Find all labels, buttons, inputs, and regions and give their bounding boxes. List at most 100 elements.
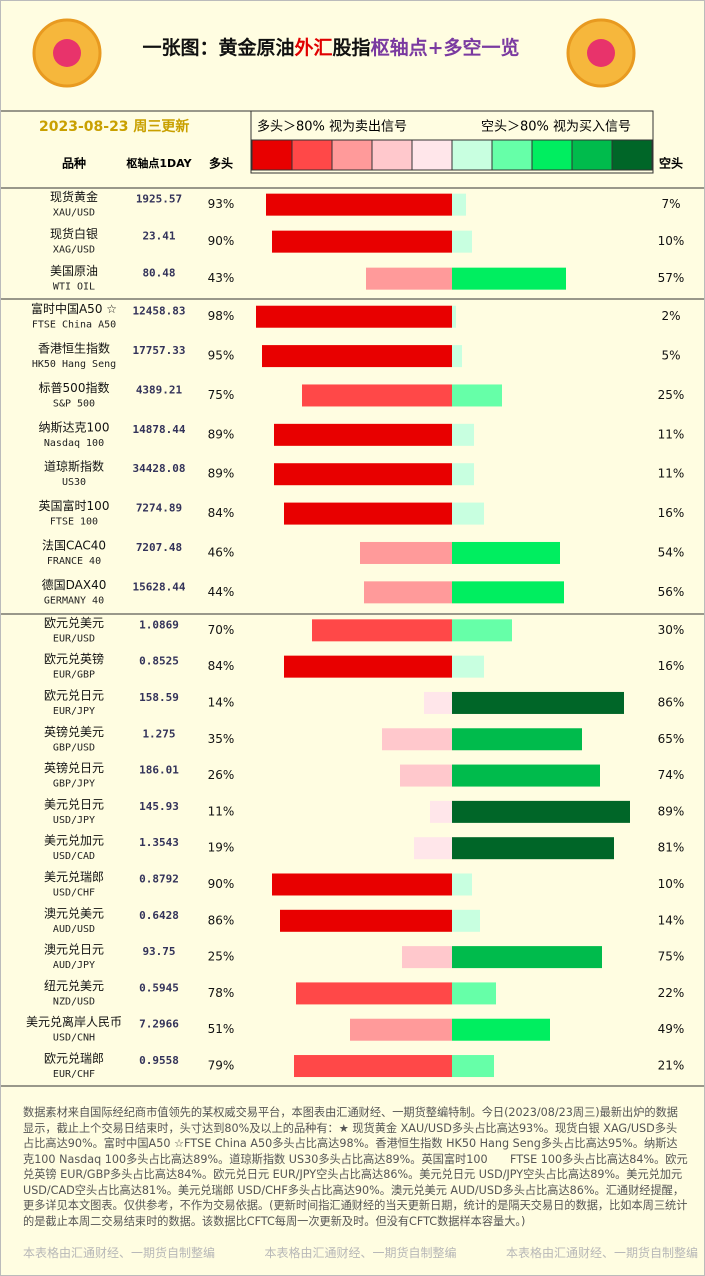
logo [53,39,81,67]
pivot: 23.41 [142,230,175,243]
name: 欧元兑英镑 [44,651,104,666]
name: 道琼斯指数 [44,459,104,474]
legend-swatch [251,139,293,171]
long-pct: 84% [208,659,235,673]
code: S&P 500 [53,398,95,409]
code: GERMANY 40 [44,595,104,606]
code: NZD/USD [53,996,95,1007]
long-bar [266,193,452,216]
long-bar [360,541,452,564]
pivot: 1.3543 [139,836,179,849]
short-pct: 86% [658,695,685,709]
code: USD/CNH [53,1033,95,1044]
long-bar [296,982,452,1005]
code: FRANCE 40 [47,556,101,567]
long-bar [272,873,452,896]
short-pct: 5% [661,349,680,363]
code: AUD/JPY [53,960,95,971]
name: 法国CAC40 [42,538,106,552]
name: 纳斯达克100 [39,420,110,434]
name: 富时中国A50 ☆ [31,301,117,316]
short-pct: 22% [658,986,685,1000]
pivot: 0.6428 [139,909,179,922]
credit: 本表格由汇通财经、一期货自制整编 [264,1246,457,1260]
code: EUR/JPY [53,706,95,717]
legend-swatch [611,139,653,171]
name: 英镑兑日元 [44,760,104,775]
long-pct: 14% [208,695,235,709]
long-bar [274,423,452,446]
short-bar [452,305,456,328]
footer-note: 数据素材来自国际经纪商市值领先的某权威交易平台，本图表由汇通财经、一期货整编特制… [23,1106,688,1228]
name: 德国DAX40 [42,577,107,592]
name: 香港恒生指数 [38,341,110,356]
name: 标普500指数 [39,380,110,395]
name: 欧元兑美元 [44,616,104,630]
code: WTI OIL [53,282,95,293]
short-bar [452,463,474,486]
credit: 本表格由汇通财经、一期货自制整编 [505,1246,698,1260]
short-pct: 11% [658,467,685,481]
logo [587,39,615,67]
code: FTSE China A50 [32,320,116,331]
code: EUR/GBP [53,670,95,681]
short-bar [452,267,566,290]
name: 英国富时100 [39,498,110,513]
code: US30 [62,477,86,488]
pivot: 17757.33 [133,344,186,357]
long-pct: 84% [208,506,235,520]
long-bar [302,384,452,407]
date: 2023-08-23 周三更新 [39,118,189,135]
short-pct: 7% [661,197,680,211]
long-pct: 46% [208,545,235,559]
short-bar [452,1055,494,1078]
short-bar [452,619,512,642]
long-pct: 35% [208,732,235,746]
legend-swatch [331,139,373,171]
name: 美元兑离岸人民币 [26,1014,122,1029]
legend-long: 多头＞80% 视为卖出信号 [257,119,407,135]
pivot: 158.59 [139,691,179,704]
long-pct: 93% [208,197,235,211]
short-bar [452,384,502,407]
col-short: 空头 [659,156,683,171]
name: 英镑兑美元 [44,724,104,739]
pivot: 7.2966 [139,1018,179,1031]
pivot: 0.5945 [139,981,179,994]
short-pct: 16% [658,659,685,673]
long-bar [256,305,452,328]
pivot: 0.8525 [139,655,179,668]
code: XAU/USD [53,208,95,219]
long-pct: 86% [208,913,235,927]
short-bar [452,982,496,1005]
long-bar [414,837,452,860]
long-pct: 44% [208,585,235,599]
pivot: 4389.21 [136,383,183,396]
short-bar [452,423,474,446]
short-pct: 10% [658,877,685,891]
long-bar [262,345,452,368]
code: EUR/USD [53,633,95,644]
short-bar [452,581,564,604]
long-bar [382,728,452,751]
short-bar [452,345,462,368]
short-pct: 54% [658,545,685,559]
pivot: 80.48 [142,267,175,280]
short-pct: 81% [658,841,685,855]
long-pct: 89% [208,467,235,481]
code: FTSE 100 [50,517,98,528]
long-pct: 78% [208,986,235,1000]
long-pct: 25% [208,950,235,964]
long-bar [284,502,452,525]
long-pct: 51% [208,1022,235,1036]
long-pct: 75% [208,388,235,402]
pivot: 7274.89 [136,502,182,515]
short-bar [452,230,472,253]
short-bar [452,541,560,564]
long-pct: 98% [208,309,235,323]
short-pct: 14% [658,913,685,927]
legend-box [250,110,654,174]
long-pct: 19% [208,841,235,855]
long-bar [366,267,452,290]
legend-swatch [411,139,453,171]
